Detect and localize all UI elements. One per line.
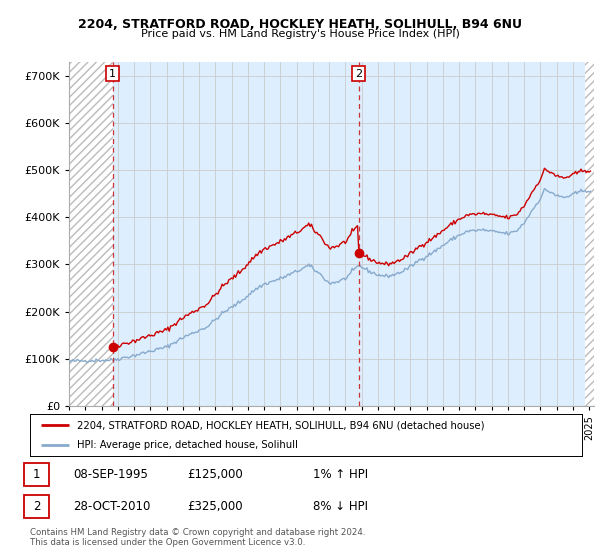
Text: 8% ↓ HPI: 8% ↓ HPI	[313, 501, 368, 514]
Text: Contains HM Land Registry data © Crown copyright and database right 2024.
This d: Contains HM Land Registry data © Crown c…	[30, 528, 365, 547]
Text: 08-SEP-1995: 08-SEP-1995	[73, 468, 148, 480]
Text: £125,000: £125,000	[187, 468, 243, 480]
Text: 2: 2	[355, 69, 362, 78]
Text: 2204, STRATFORD ROAD, HOCKLEY HEATH, SOLIHULL, B94 6NU: 2204, STRATFORD ROAD, HOCKLEY HEATH, SOL…	[78, 18, 522, 31]
Text: 1: 1	[109, 69, 116, 78]
Text: 28-OCT-2010: 28-OCT-2010	[73, 501, 151, 514]
Text: £325,000: £325,000	[187, 501, 243, 514]
Text: Price paid vs. HM Land Registry's House Price Index (HPI): Price paid vs. HM Land Registry's House …	[140, 29, 460, 39]
FancyBboxPatch shape	[24, 463, 49, 486]
Text: 1: 1	[33, 468, 40, 480]
Text: 2204, STRATFORD ROAD, HOCKLEY HEATH, SOLIHULL, B94 6NU (detached house): 2204, STRATFORD ROAD, HOCKLEY HEATH, SOL…	[77, 421, 484, 430]
Text: HPI: Average price, detached house, Solihull: HPI: Average price, detached house, Soli…	[77, 440, 298, 450]
FancyBboxPatch shape	[24, 496, 49, 519]
Text: 1% ↑ HPI: 1% ↑ HPI	[313, 468, 368, 480]
Text: 2: 2	[33, 501, 40, 514]
